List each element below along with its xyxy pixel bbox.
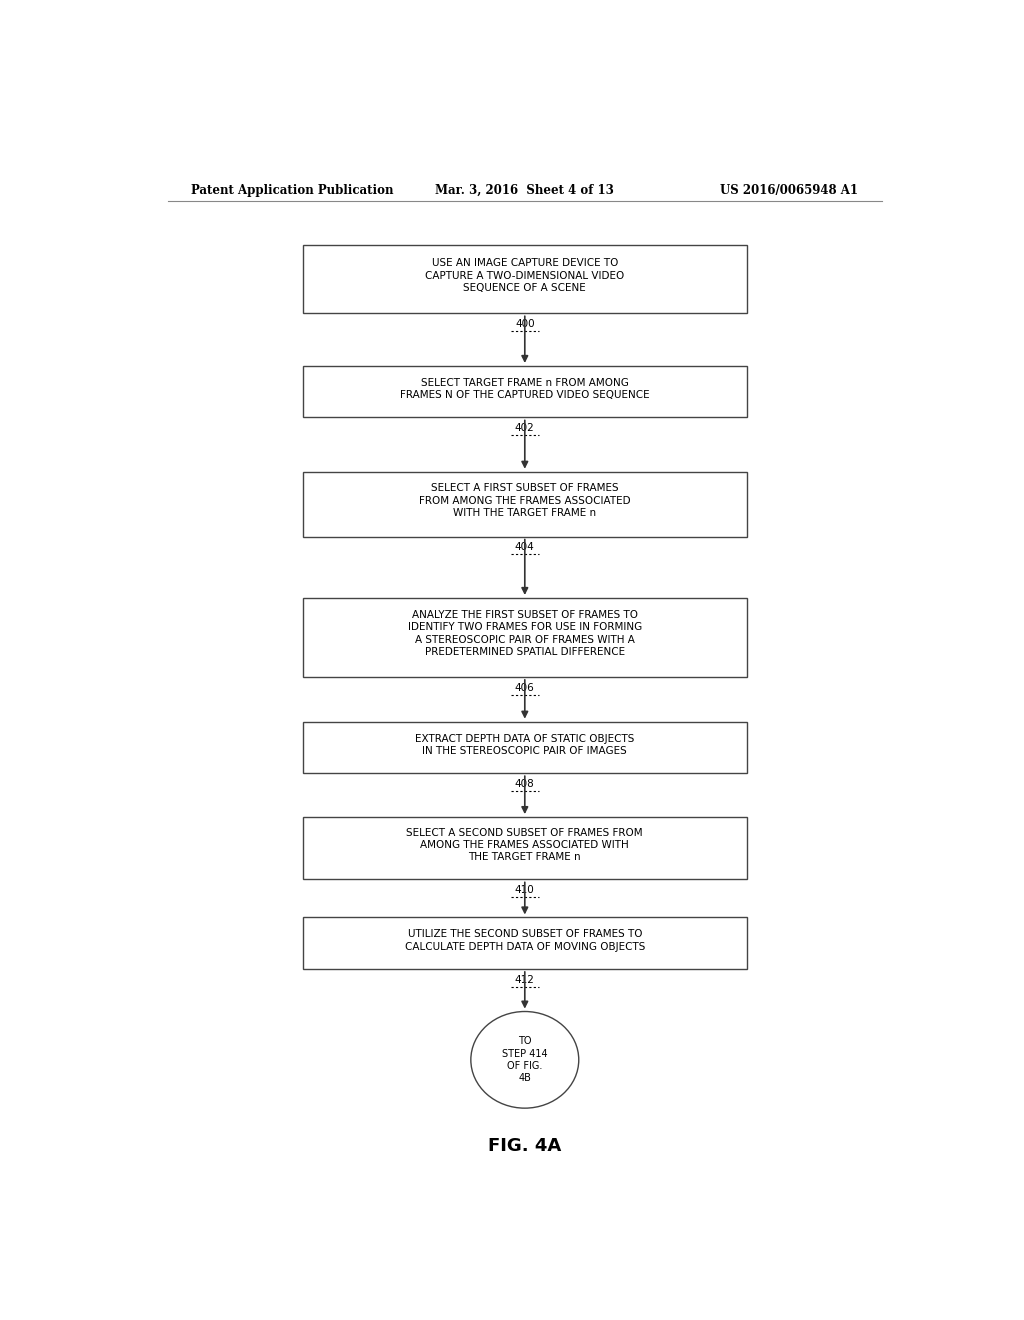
Text: UTILIZE THE SECOND SUBSET OF FRAMES TO
CALCULATE DEPTH DATA OF MOVING OBJECTS: UTILIZE THE SECOND SUBSET OF FRAMES TO C… <box>404 929 645 952</box>
Ellipse shape <box>471 1011 579 1109</box>
Text: FIG. 4A: FIG. 4A <box>488 1137 561 1155</box>
Text: USE AN IMAGE CAPTURE DEVICE TO
CAPTURE A TWO-DIMENSIONAL VIDEO
SEQUENCE OF A SCE: USE AN IMAGE CAPTURE DEVICE TO CAPTURE A… <box>425 259 625 293</box>
Bar <box>303 722 748 774</box>
Text: Patent Application Publication: Patent Application Publication <box>191 183 394 197</box>
Text: Mar. 3, 2016  Sheet 4 of 13: Mar. 3, 2016 Sheet 4 of 13 <box>435 183 614 197</box>
Bar <box>303 246 748 313</box>
Bar <box>303 598 748 677</box>
Text: ANALYZE THE FIRST SUBSET OF FRAMES TO
IDENTIFY TWO FRAMES FOR USE IN FORMING
A S: ANALYZE THE FIRST SUBSET OF FRAMES TO ID… <box>408 610 642 657</box>
Text: 412: 412 <box>515 975 535 985</box>
Text: 400: 400 <box>515 319 535 329</box>
Text: SELECT A FIRST SUBSET OF FRAMES
FROM AMONG THE FRAMES ASSOCIATED
WITH THE TARGET: SELECT A FIRST SUBSET OF FRAMES FROM AMO… <box>419 483 631 519</box>
Text: 402: 402 <box>515 424 535 433</box>
Text: SELECT A SECOND SUBSET OF FRAMES FROM
AMONG THE FRAMES ASSOCIATED WITH
THE TARGE: SELECT A SECOND SUBSET OF FRAMES FROM AM… <box>407 828 643 862</box>
Text: 410: 410 <box>515 886 535 895</box>
Text: US 2016/0065948 A1: US 2016/0065948 A1 <box>720 183 858 197</box>
Bar <box>303 366 748 417</box>
Bar <box>303 817 748 879</box>
Text: SELECT TARGET FRAME n FROM AMONG
FRAMES N OF THE CAPTURED VIDEO SEQUENCE: SELECT TARGET FRAME n FROM AMONG FRAMES … <box>400 378 649 400</box>
Bar <box>303 917 748 969</box>
Text: 404: 404 <box>515 543 535 553</box>
Text: 408: 408 <box>515 779 535 789</box>
Bar <box>303 471 748 537</box>
Text: TO
STEP 414
OF FIG.
4B: TO STEP 414 OF FIG. 4B <box>502 1036 548 1084</box>
Text: EXTRACT DEPTH DATA OF STATIC OBJECTS
IN THE STEREOSCOPIC PAIR OF IMAGES: EXTRACT DEPTH DATA OF STATIC OBJECTS IN … <box>415 734 635 756</box>
Text: 406: 406 <box>515 682 535 693</box>
